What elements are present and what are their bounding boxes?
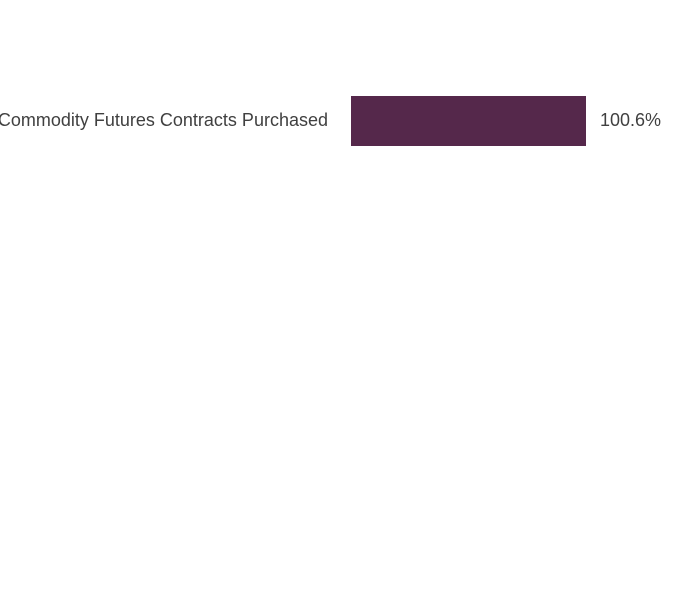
bar — [351, 96, 586, 146]
category-label: Commodity Futures Contracts Purchased — [0, 110, 328, 130]
value-label: 100.6% — [600, 110, 661, 130]
